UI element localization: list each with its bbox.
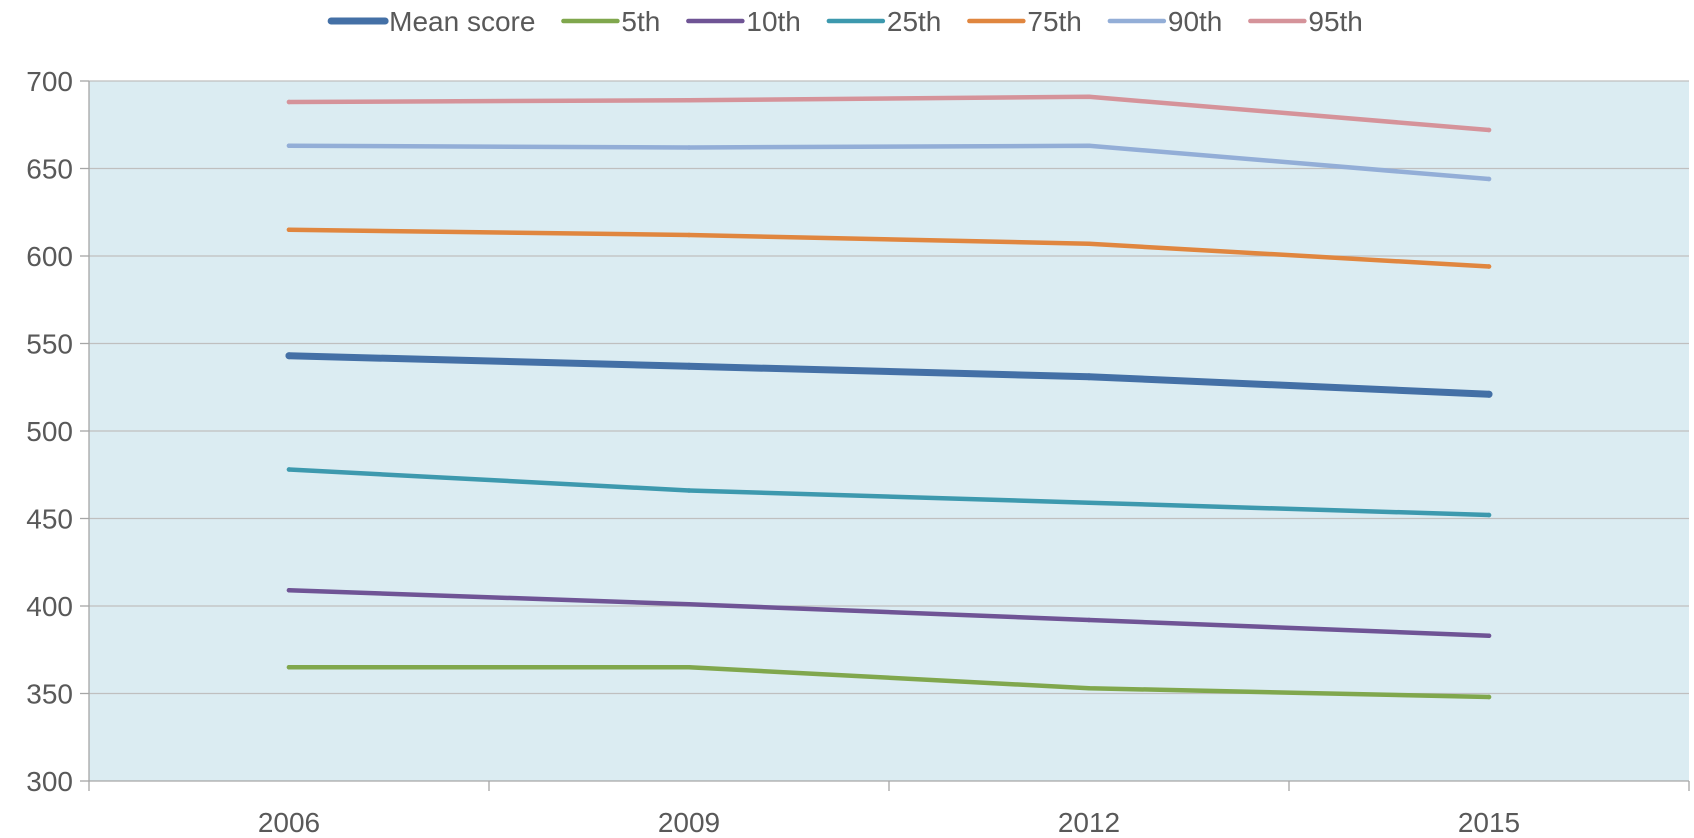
y-tick-label: 450: [26, 504, 73, 535]
y-tick-label: 350: [26, 679, 73, 710]
data-point: [1486, 176, 1492, 182]
legend-item: 95th: [1248, 6, 1363, 37]
chart-legend: Mean score 5th 10th 25th 75th 90th 95th: [327, 6, 1363, 37]
legend-label: 75th: [1027, 6, 1082, 37]
data-point: [1086, 686, 1092, 691]
data-point: [1486, 633, 1492, 638]
series-line: [285, 352, 1493, 398]
data-point: [1085, 373, 1093, 381]
data-point: [1486, 127, 1492, 133]
x-tick-label: 2015: [1458, 807, 1520, 838]
series-line: [286, 143, 1492, 182]
axes: 300 350 400 450 500 550 600 650 700 2006 2009 2012 2…: [26, 66, 1690, 838]
legend-item: 75th: [967, 6, 1082, 37]
y-tick-label: 300: [26, 766, 73, 797]
series-line: [286, 227, 1492, 269]
data-point: [1486, 512, 1492, 518]
y-tick-label: 400: [26, 591, 73, 622]
y-tick-label: 500: [26, 416, 73, 447]
data-point: [286, 143, 292, 148]
data-point: [686, 665, 692, 670]
data-point: [286, 588, 292, 593]
data-point: [1485, 390, 1493, 398]
series-line: [286, 467, 1492, 518]
legend-label: 25th: [887, 6, 942, 37]
data-point: [286, 227, 292, 232]
legend-label: 90th: [1168, 6, 1223, 37]
y-tick-label: 700: [26, 66, 73, 97]
series-line: [286, 588, 1492, 638]
data-point: [1086, 241, 1092, 246]
legend-item: 25th: [826, 6, 942, 37]
legend-item: 90th: [1107, 6, 1223, 37]
legend-label: 5th: [621, 6, 660, 37]
series-lines: [285, 94, 1493, 700]
data-point: [686, 232, 692, 238]
data-point: [286, 665, 292, 670]
x-tick-label: 2009: [658, 807, 720, 838]
y-tick-label: 650: [26, 154, 73, 185]
data-point: [686, 488, 692, 493]
data-point: [1086, 143, 1092, 148]
gridlines: [89, 80, 1689, 695]
data-point: [285, 352, 293, 360]
x-tick-label: 2012: [1058, 807, 1120, 838]
data-point: [686, 145, 692, 150]
data-point: [286, 99, 292, 105]
legend-label: 10th: [746, 6, 801, 37]
data-point: [1486, 264, 1492, 269]
legend-item: Mean score: [327, 6, 535, 37]
legend-label: 95th: [1308, 6, 1363, 37]
data-point: [685, 362, 693, 370]
data-point: [286, 467, 292, 472]
legend-label: Mean score: [389, 6, 535, 37]
data-point: [686, 98, 692, 103]
data-point: [686, 602, 692, 607]
data-point: [1086, 500, 1092, 505]
x-tick-label: 2006: [258, 807, 320, 838]
data-point: [1486, 694, 1492, 700]
legend-item: 5th: [561, 6, 660, 37]
y-tick-label: 550: [26, 329, 73, 360]
y-tick-label: 600: [26, 241, 73, 272]
data-point: [1086, 617, 1092, 623]
series-line: [286, 665, 1492, 700]
data-point: [1086, 94, 1092, 99]
series-line: [286, 94, 1492, 133]
legend-item: 10th: [686, 6, 801, 37]
